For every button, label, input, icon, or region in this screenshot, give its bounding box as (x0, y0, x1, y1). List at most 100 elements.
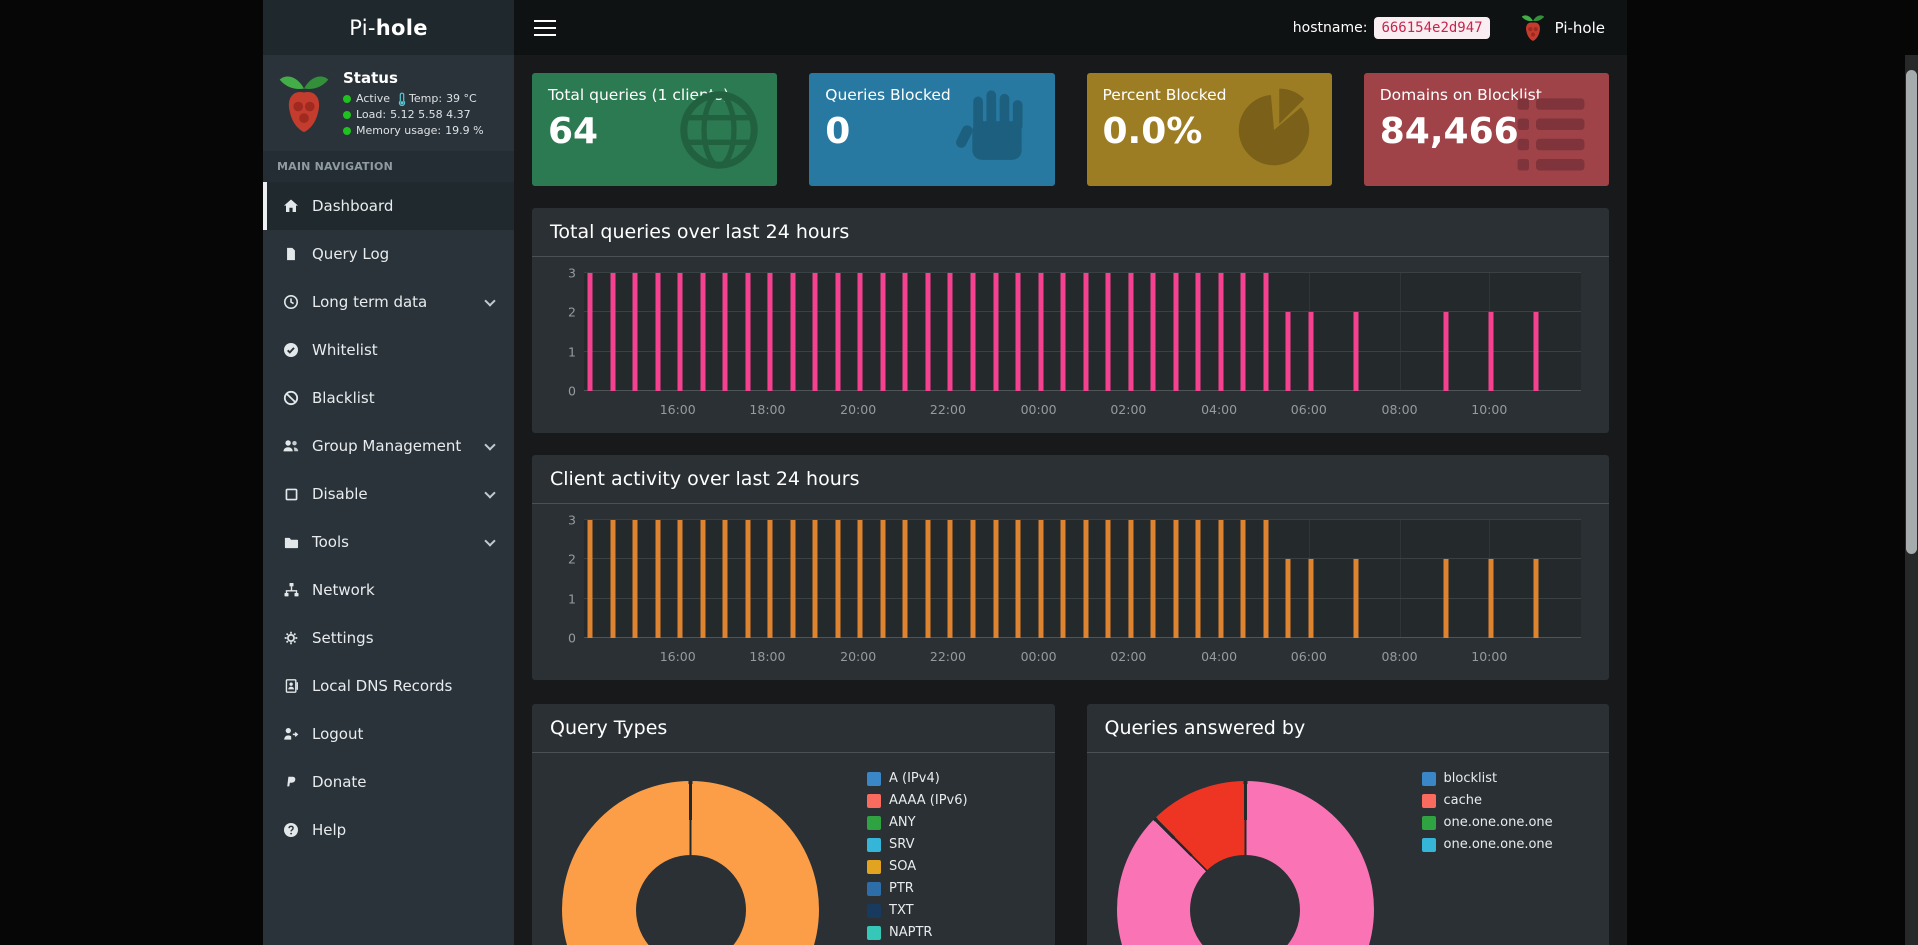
total-queries-chart[interactable]: 16:00 18:00 20:00 22:00 00:00 02:00 04:00 06:00… (568, 266, 1581, 417)
sidebar-item-logout[interactable]: Logout (263, 710, 514, 758)
chart-bar[interactable] (610, 520, 615, 638)
chart-bar[interactable] (902, 520, 908, 638)
sidebar-item-help[interactable]: Help (263, 806, 514, 854)
chart-bar[interactable] (1128, 273, 1134, 391)
legend-item-srv[interactable]: SRV (867, 837, 968, 853)
chart-bar[interactable] (1218, 273, 1224, 391)
chart-bar[interactable] (925, 273, 931, 391)
chart-bar[interactable] (925, 520, 931, 638)
legend-item-ptr[interactable]: PTR (867, 881, 968, 897)
chart-bar[interactable] (632, 520, 638, 638)
chart-bar[interactable] (1308, 312, 1314, 391)
chart-bar[interactable] (700, 273, 706, 391)
chart-bar[interactable] (655, 273, 661, 391)
chart-bar[interactable] (1105, 520, 1111, 638)
chart-bar[interactable] (1308, 559, 1314, 638)
chart-bar[interactable] (1128, 520, 1134, 638)
chart-bar[interactable] (745, 273, 751, 391)
chart-bar[interactable] (722, 273, 728, 391)
chart-bar[interactable] (587, 520, 593, 638)
legend-item-any[interactable]: ANY (867, 815, 968, 831)
chart-bar[interactable] (1195, 520, 1201, 638)
chart-bar[interactable] (677, 273, 683, 391)
chart-bar[interactable] (610, 273, 615, 391)
sidebar-item-network[interactable]: Network (263, 566, 514, 614)
sidebar-item-local-dns-records[interactable]: Local DNS Records (263, 662, 514, 710)
query-types-donut-chart[interactable] (562, 781, 819, 945)
legend-item-txt[interactable]: TXT (867, 903, 968, 919)
chart-bar[interactable] (902, 273, 908, 391)
chart-bar[interactable] (1195, 273, 1201, 391)
chart-bar[interactable] (700, 520, 706, 638)
chart-bar[interactable] (1150, 520, 1156, 638)
chart-bar[interactable] (970, 273, 976, 391)
chart-bar[interactable] (1240, 520, 1246, 638)
chart-bar[interactable] (947, 273, 953, 391)
scrollbar[interactable] (1905, 55, 1918, 945)
chart-bar[interactable] (812, 520, 818, 638)
sidebar-item-dashboard[interactable]: Dashboard (263, 182, 514, 230)
chart-bar[interactable] (677, 520, 683, 638)
chart-bar[interactable] (1015, 520, 1021, 638)
chart-bar[interactable] (767, 520, 773, 638)
chart-bar[interactable] (587, 273, 593, 391)
chart-bar[interactable] (1038, 273, 1044, 391)
chart-bar[interactable] (1218, 520, 1224, 638)
chart-bar[interactable] (1443, 559, 1449, 638)
legend-item-aaaa-ipv6[interactable]: AAAA (IPv6) (867, 793, 968, 809)
chart-bar[interactable] (1060, 273, 1066, 391)
queries-answered-donut-chart[interactable] (1116, 781, 1374, 945)
sidebar-item-group-management[interactable]: Group Management (263, 422, 514, 470)
chart-bar[interactable] (880, 520, 886, 638)
sidebar-item-tools[interactable]: Tools (263, 518, 514, 566)
chart-bar[interactable] (835, 273, 841, 391)
sidebar-item-disable[interactable]: Disable (263, 470, 514, 518)
chart-bar[interactable] (1105, 273, 1111, 391)
legend-item-one-one-one-one[interactable]: one.one.one.one (1421, 815, 1553, 831)
chart-bar[interactable] (1353, 559, 1359, 638)
chart-bar[interactable] (947, 520, 953, 638)
client-activity-chart[interactable]: 16:00 18:00 20:00 22:00 00:00 02:00 04:00 06:00… (568, 513, 1581, 664)
chart-bar[interactable] (1533, 312, 1539, 391)
chart-bar[interactable] (835, 520, 841, 638)
legend-item-one-one-one-one[interactable]: one.one.one.one (1421, 837, 1553, 853)
chart-bar[interactable] (1488, 312, 1494, 391)
chart-bar[interactable] (1150, 273, 1156, 391)
chart-bar[interactable] (1285, 559, 1291, 638)
chart-bar[interactable] (993, 520, 999, 638)
chart-bar[interactable] (767, 273, 773, 391)
chart-bar[interactable] (745, 520, 751, 638)
chart-bar[interactable] (1353, 312, 1359, 391)
chart-bar[interactable] (1263, 273, 1269, 391)
chart-bar[interactable] (1240, 273, 1246, 391)
legend-item-blocklist[interactable]: blocklist (1421, 771, 1553, 787)
sidebar-item-whitelist[interactable]: Whitelist (263, 326, 514, 374)
chart-bar[interactable] (993, 273, 999, 391)
chart-bar[interactable] (880, 273, 886, 391)
chart-bar[interactable] (1083, 273, 1089, 391)
chart-bar[interactable] (1443, 312, 1449, 391)
chart-bar[interactable] (655, 520, 661, 638)
sidebar-item-blacklist[interactable]: Blacklist (263, 374, 514, 422)
chart-bar[interactable] (970, 520, 976, 638)
chart-bar[interactable] (1173, 273, 1179, 391)
sidebar-item-settings[interactable]: Settings (263, 614, 514, 662)
chart-bar[interactable] (790, 520, 796, 638)
app-brand[interactable]: Pi-hole (263, 0, 514, 55)
chart-bar[interactable] (857, 273, 863, 391)
chart-bar[interactable] (1038, 520, 1044, 638)
chart-bar[interactable] (1488, 559, 1494, 638)
chart-bar[interactable] (632, 273, 638, 391)
chart-bar[interactable] (857, 520, 863, 638)
chart-bar[interactable] (790, 273, 796, 391)
sidebar-item-query-log[interactable]: Query Log (263, 230, 514, 278)
chart-bar[interactable] (722, 520, 728, 638)
chart-bar[interactable] (812, 273, 818, 391)
chart-bar[interactable] (1173, 520, 1179, 638)
chart-bar[interactable] (1083, 520, 1089, 638)
legend-item-soa[interactable]: SOA (867, 859, 968, 875)
legend-item-cache[interactable]: cache (1421, 793, 1553, 809)
scrollbar-thumb[interactable] (1906, 70, 1917, 554)
chart-bar[interactable] (1285, 312, 1291, 391)
chart-bar[interactable] (1533, 559, 1539, 638)
